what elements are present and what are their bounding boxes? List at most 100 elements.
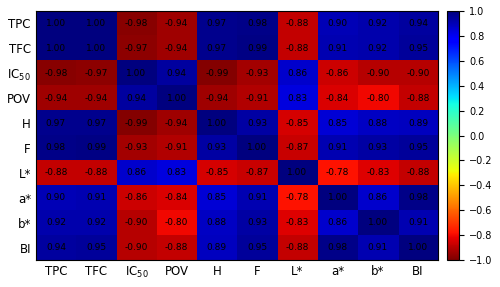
Text: 0.91: 0.91: [86, 193, 106, 202]
Text: -0.85: -0.85: [286, 119, 309, 127]
Text: 0.91: 0.91: [368, 243, 388, 252]
Text: -0.90: -0.90: [366, 69, 390, 78]
Text: -0.93: -0.93: [246, 69, 269, 78]
Text: 1.00: 1.00: [86, 19, 106, 28]
Text: 0.83: 0.83: [288, 94, 308, 103]
Text: 0.89: 0.89: [408, 119, 428, 127]
Text: 0.98: 0.98: [46, 144, 66, 152]
Text: 1.00: 1.00: [86, 44, 106, 53]
Text: 0.90: 0.90: [328, 19, 347, 28]
Text: -0.88: -0.88: [286, 19, 309, 28]
Text: -0.88: -0.88: [286, 243, 309, 252]
Text: -0.94: -0.94: [165, 119, 188, 127]
Text: -0.88: -0.88: [286, 44, 309, 53]
Text: 1.00: 1.00: [408, 243, 428, 252]
Text: 1.00: 1.00: [166, 94, 186, 103]
Text: 0.97: 0.97: [207, 19, 227, 28]
Text: 0.99: 0.99: [86, 144, 106, 152]
Text: 0.93: 0.93: [207, 144, 227, 152]
Text: -0.86: -0.86: [124, 193, 148, 202]
Text: 0.98: 0.98: [247, 19, 267, 28]
Text: -0.91: -0.91: [246, 94, 269, 103]
Text: 1.00: 1.00: [46, 19, 66, 28]
Text: -0.83: -0.83: [286, 218, 309, 227]
Text: -0.88: -0.88: [44, 168, 68, 177]
Text: -0.84: -0.84: [165, 193, 188, 202]
Text: 0.93: 0.93: [247, 218, 267, 227]
Text: 0.94: 0.94: [46, 243, 66, 252]
Text: 0.94: 0.94: [166, 69, 186, 78]
Text: -0.85: -0.85: [205, 168, 229, 177]
Text: -0.84: -0.84: [326, 94, 349, 103]
Text: 0.95: 0.95: [408, 44, 428, 53]
Text: -0.83: -0.83: [366, 168, 390, 177]
Text: -0.97: -0.97: [84, 69, 108, 78]
Text: 1.00: 1.00: [288, 168, 308, 177]
Text: 0.92: 0.92: [86, 218, 106, 227]
Text: 0.97: 0.97: [46, 119, 66, 127]
Text: 0.88: 0.88: [207, 218, 227, 227]
Text: 0.86: 0.86: [328, 218, 347, 227]
Text: -0.78: -0.78: [326, 168, 349, 177]
Text: -0.88: -0.88: [406, 168, 430, 177]
Text: 0.88: 0.88: [368, 119, 388, 127]
Text: 1.00: 1.00: [328, 193, 347, 202]
Text: -0.90: -0.90: [124, 243, 148, 252]
Text: -0.94: -0.94: [205, 94, 229, 103]
Text: 0.85: 0.85: [328, 119, 347, 127]
Text: -0.80: -0.80: [165, 218, 188, 227]
Text: 0.83: 0.83: [166, 168, 186, 177]
Text: -0.87: -0.87: [246, 168, 269, 177]
Text: 0.97: 0.97: [207, 44, 227, 53]
Text: 0.95: 0.95: [247, 243, 267, 252]
Text: 1.00: 1.00: [207, 119, 227, 127]
Text: -0.88: -0.88: [406, 94, 430, 103]
Text: -0.88: -0.88: [165, 243, 188, 252]
Text: 0.98: 0.98: [328, 243, 347, 252]
Text: -0.98: -0.98: [124, 19, 148, 28]
Text: 1.00: 1.00: [126, 69, 146, 78]
Text: 1.00: 1.00: [46, 44, 66, 53]
Text: -0.94: -0.94: [44, 94, 68, 103]
Text: 0.92: 0.92: [368, 44, 388, 53]
Text: -0.98: -0.98: [44, 69, 68, 78]
Text: 0.92: 0.92: [368, 19, 388, 28]
Text: 0.97: 0.97: [86, 119, 106, 127]
Text: -0.88: -0.88: [84, 168, 108, 177]
Text: -0.90: -0.90: [406, 69, 430, 78]
Text: -0.80: -0.80: [366, 94, 390, 103]
Text: 0.94: 0.94: [408, 19, 428, 28]
Text: -0.94: -0.94: [165, 19, 188, 28]
Text: 0.91: 0.91: [408, 218, 428, 227]
Text: -0.97: -0.97: [124, 44, 148, 53]
Text: 0.98: 0.98: [408, 193, 428, 202]
Text: -0.86: -0.86: [326, 69, 349, 78]
Text: 0.95: 0.95: [86, 243, 106, 252]
Text: 1.00: 1.00: [247, 144, 267, 152]
Text: 1.00: 1.00: [368, 218, 388, 227]
Text: -0.93: -0.93: [124, 144, 148, 152]
Text: -0.87: -0.87: [286, 144, 309, 152]
Text: 0.89: 0.89: [207, 243, 227, 252]
Text: -0.78: -0.78: [286, 193, 309, 202]
Text: 0.95: 0.95: [408, 144, 428, 152]
Text: 0.93: 0.93: [368, 144, 388, 152]
Text: -0.90: -0.90: [124, 218, 148, 227]
Text: 0.86: 0.86: [368, 193, 388, 202]
Text: 0.91: 0.91: [247, 193, 267, 202]
Text: 0.99: 0.99: [247, 44, 267, 53]
Text: -0.94: -0.94: [165, 44, 188, 53]
Text: 0.91: 0.91: [328, 44, 347, 53]
Text: 0.86: 0.86: [288, 69, 308, 78]
Text: -0.99: -0.99: [205, 69, 229, 78]
Text: 0.94: 0.94: [126, 94, 146, 103]
Text: 0.92: 0.92: [46, 218, 66, 227]
Text: 0.90: 0.90: [46, 193, 66, 202]
Text: 0.85: 0.85: [207, 193, 227, 202]
Text: 0.93: 0.93: [247, 119, 267, 127]
Text: 0.91: 0.91: [328, 144, 347, 152]
Text: -0.99: -0.99: [124, 119, 148, 127]
Text: 0.86: 0.86: [126, 168, 146, 177]
Text: -0.91: -0.91: [165, 144, 188, 152]
Text: -0.94: -0.94: [84, 94, 108, 103]
